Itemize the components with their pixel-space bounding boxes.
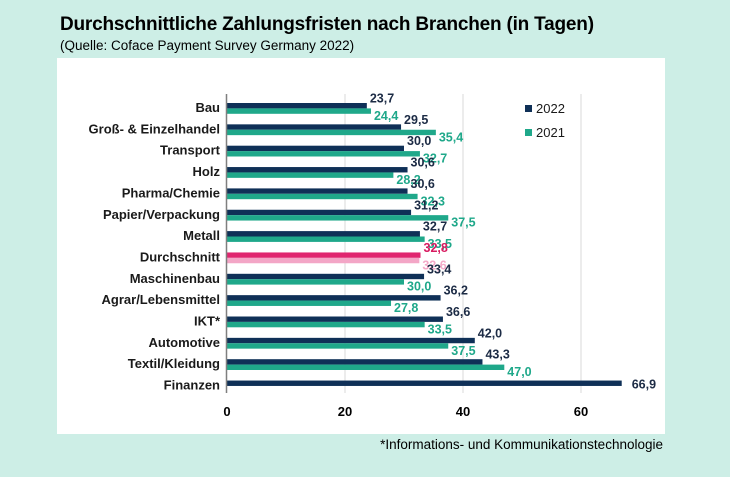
value-label-2022: 43,3 (485, 348, 509, 362)
bar-2021 (227, 300, 392, 306)
value-label-2022: 30,6 (411, 177, 435, 191)
bar-2022 (227, 231, 420, 237)
value-label-2021: 47,0 (507, 365, 531, 379)
x-tick-label-40: 40 (456, 404, 470, 419)
value-label-2021: 32,6 (422, 258, 446, 272)
bar-2021 (227, 364, 505, 370)
chart-footnote: *Informations- und Kommunikationstechnol… (380, 437, 663, 452)
bar-2021 (227, 151, 420, 157)
value-label-2022: 30,0 (407, 134, 431, 148)
category-labels: Bau Groß- & Einzelhandel Transport Holz Phar… (89, 100, 221, 393)
value-label-2021: 27,8 (394, 301, 418, 315)
category-label: Metall (183, 228, 220, 243)
value-label-2022: 23,7 (370, 92, 394, 106)
category-label: Agrar/Lebensmittel (102, 292, 220, 307)
bar-2022 (227, 273, 425, 280)
value-label-2022: 33,4 (427, 262, 451, 276)
value-label-2021: 24,4 (374, 109, 398, 123)
bar-2022 (227, 167, 408, 173)
x-tick-label-60: 60 (574, 404, 588, 419)
legend: 2022 2021 (525, 101, 565, 140)
value-labels: 23,724,4 29,535,430,032,730,628,230,632,3… (370, 92, 656, 392)
category-label: Textil/Kleidung (128, 356, 220, 371)
legend-swatch-2022 (525, 105, 532, 112)
x-tick-label-0: 0 (223, 404, 230, 419)
category-label: IKT* (194, 314, 221, 329)
bar-2021 (227, 321, 425, 328)
value-label-2021: 32,3 (421, 194, 445, 208)
bar-2021 (227, 108, 371, 114)
bar-2022 (227, 145, 404, 152)
value-label-2021: 33,5 (428, 322, 452, 336)
value-label-2022: 66,9 (632, 378, 656, 392)
bar-2022 (227, 252, 421, 258)
value-label-2021: 30,0 (407, 280, 431, 294)
value-label-2021: 37,5 (451, 344, 475, 358)
value-label-2022: 30,6 (411, 156, 435, 170)
bar-2021 (227, 172, 394, 178)
value-label-2022: 42,0 (478, 326, 502, 340)
bar-2021 (227, 193, 418, 200)
x-tick-label-20: 20 (338, 404, 352, 419)
chart-title: Durchschnittliche Zahlungsfristen nach B… (60, 14, 594, 35)
category-label: Bau (195, 100, 220, 115)
bars (227, 103, 622, 386)
value-label-2022: 32,8 (424, 241, 448, 255)
bar-2021 (227, 279, 404, 285)
bar-2022 (227, 337, 475, 344)
x-tick-labels: 0 20 40 60 (223, 404, 588, 419)
category-label: Automotive (149, 335, 221, 350)
value-label-2022: 36,6 (446, 305, 470, 319)
value-label-2021: 33,5 (428, 237, 452, 251)
value-label-2022: 29,5 (404, 113, 428, 127)
bar-2022 (227, 359, 483, 365)
bar-2022 (227, 103, 367, 109)
value-label-2022: 32,7 (423, 220, 447, 234)
category-label: Papier/Verpackung (103, 207, 220, 222)
bar-2022 (227, 188, 408, 194)
value-label-2022: 31,2 (414, 198, 438, 212)
bar-2022 (227, 209, 412, 216)
value-label-2022: 36,2 (444, 284, 468, 298)
category-label: Transport (160, 143, 221, 158)
bar-2021 (227, 236, 425, 242)
legend-swatch-2021 (525, 129, 532, 136)
bar-2022 (227, 316, 443, 322)
bar-2022 (227, 124, 402, 130)
category-label: Maschinenbau (130, 271, 220, 286)
category-label: Finanzen (164, 378, 220, 393)
value-label-2021: 35,4 (439, 130, 463, 144)
bar-2021 (227, 257, 420, 264)
category-label: Pharma/Chemie (122, 185, 220, 200)
bar-2022 (227, 295, 441, 301)
value-label-2021: 37,5 (451, 216, 475, 230)
bar-2021 (227, 343, 449, 349)
bar-2022 (227, 380, 622, 386)
value-label-2021: 32,7 (423, 152, 447, 166)
chart-panel (57, 58, 665, 434)
chart-subtitle: (Quelle: Coface Payment Survey Germany 2… (60, 38, 355, 53)
bar-2021 (227, 215, 449, 221)
category-label: Groß- & Einzelhandel (89, 121, 220, 136)
value-label-2021: 28,2 (396, 173, 420, 187)
legend-label-2022: 2022 (536, 101, 565, 116)
category-label: Durchschnitt (140, 249, 221, 264)
category-label: Holz (193, 164, 221, 179)
bar-2021 (227, 129, 436, 136)
legend-label-2021: 2021 (536, 125, 565, 140)
